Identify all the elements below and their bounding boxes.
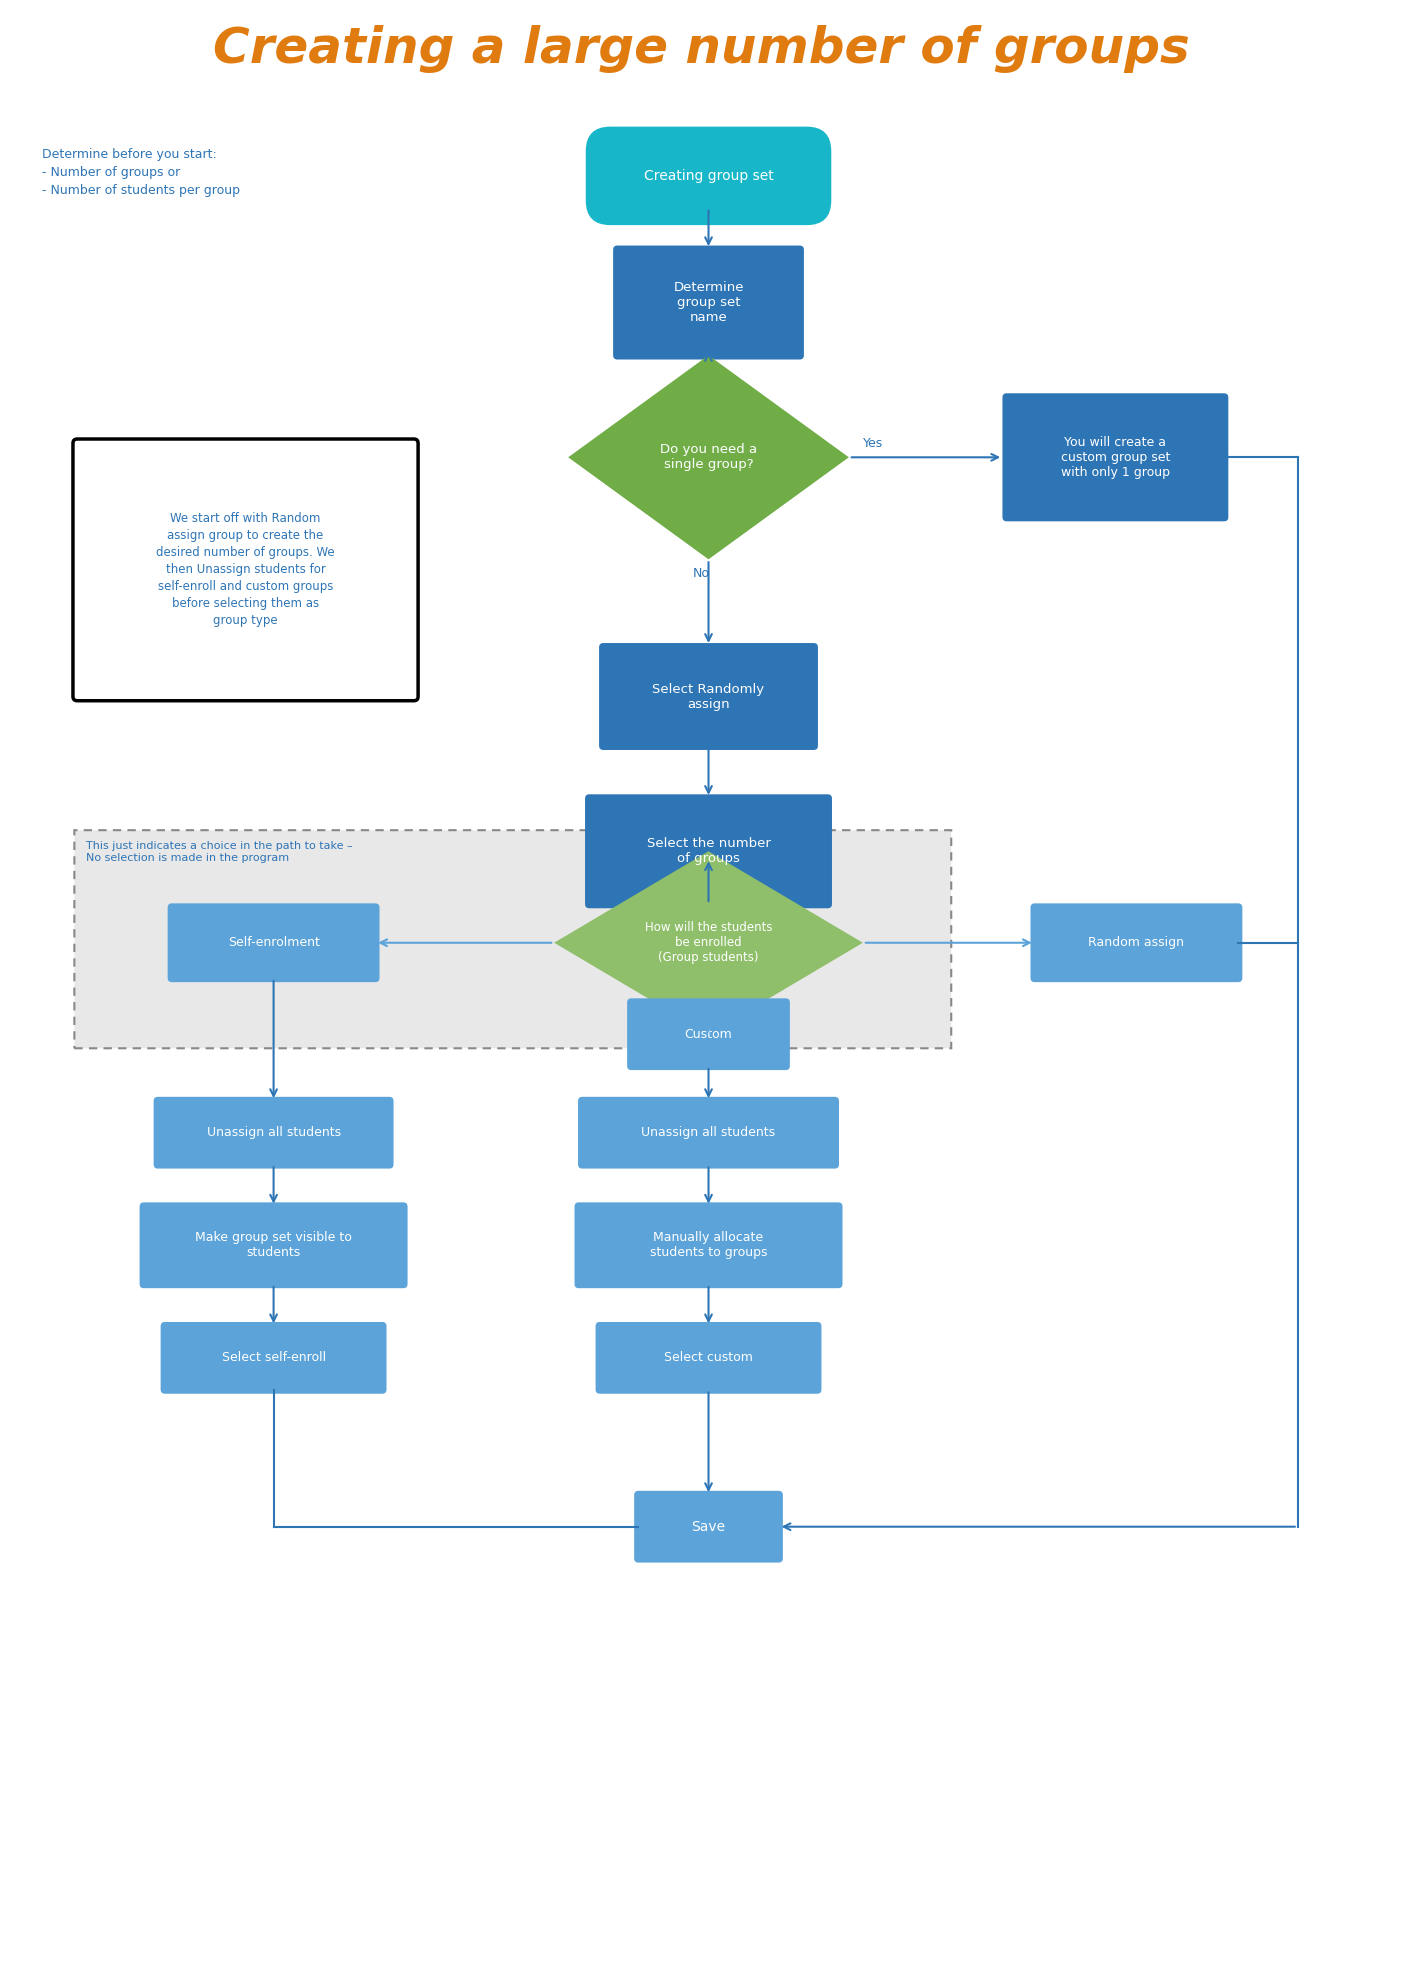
Text: Select self-enroll: Select self-enroll [222,1351,325,1365]
FancyBboxPatch shape [168,903,379,982]
Text: Select custom: Select custom [664,1351,753,1365]
Text: Make group set visible to
students: Make group set visible to students [195,1232,352,1260]
Polygon shape [568,355,849,559]
Text: Do you need a
single group?: Do you need a single group? [659,442,758,472]
Text: Creating a large number of groups: Creating a large number of groups [213,26,1190,73]
FancyBboxPatch shape [73,438,418,700]
FancyBboxPatch shape [634,1490,783,1563]
FancyBboxPatch shape [595,1321,821,1393]
FancyBboxPatch shape [160,1321,386,1393]
Text: Select Randomly
assign: Select Randomly assign [652,682,765,710]
FancyBboxPatch shape [585,794,832,909]
FancyBboxPatch shape [1030,903,1242,982]
FancyBboxPatch shape [586,127,831,224]
Text: Select the number
of groups: Select the number of groups [647,837,770,865]
Text: Self-enrolment: Self-enrolment [227,936,320,948]
FancyBboxPatch shape [153,1097,393,1169]
FancyBboxPatch shape [74,829,951,1048]
FancyBboxPatch shape [613,246,804,359]
Text: Custom: Custom [685,1028,732,1042]
Text: No: No [693,567,710,579]
FancyBboxPatch shape [574,1202,842,1288]
Text: Determine
group set
name: Determine group set name [673,282,744,323]
Text: Determine before you start:
- Number of groups or
- Number of students per group: Determine before you start: - Number of … [42,147,240,196]
Text: How will the students
be enrolled
(Group students): How will the students be enrolled (Group… [645,921,772,964]
Text: Creating group set: Creating group set [644,169,773,183]
FancyBboxPatch shape [627,998,790,1069]
Text: Unassign all students: Unassign all students [641,1127,776,1139]
Polygon shape [554,851,863,1034]
Text: You will create a
custom group set
with only 1 group: You will create a custom group set with … [1061,436,1170,478]
Text: We start off with Random
assign group to create the
desired number of groups. We: We start off with Random assign group to… [156,512,335,627]
Text: Save: Save [692,1520,725,1534]
FancyBboxPatch shape [578,1097,839,1169]
Text: Unassign all students: Unassign all students [206,1127,341,1139]
Text: Yes: Yes [863,436,882,450]
FancyBboxPatch shape [139,1202,407,1288]
Text: Manually allocate
students to groups: Manually allocate students to groups [650,1232,767,1260]
Text: Random assign: Random assign [1089,936,1184,948]
FancyBboxPatch shape [599,643,818,750]
FancyBboxPatch shape [1002,393,1229,522]
Text: This just indicates a choice in the path to take –
No selection is made in the p: This just indicates a choice in the path… [86,841,352,863]
